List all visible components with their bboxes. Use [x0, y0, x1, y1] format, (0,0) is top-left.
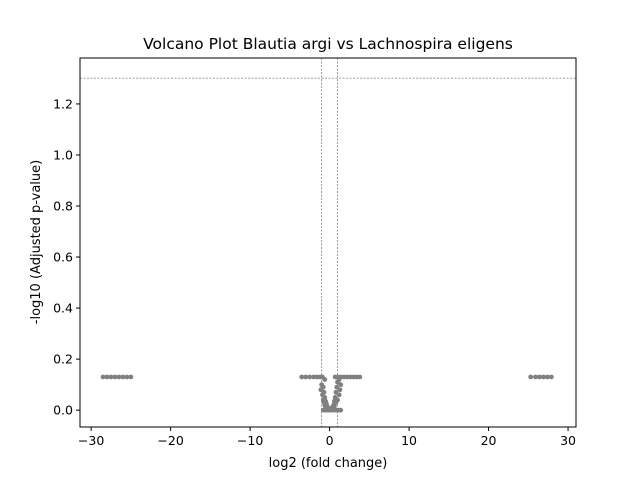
x-tick-label: −30 — [78, 433, 104, 448]
data-point — [299, 374, 305, 380]
data-point — [108, 374, 114, 380]
y-tick-label: 0.2 — [53, 352, 73, 367]
x-axis-ticks: −30 −20 −10 0 10 20 30 — [78, 427, 576, 448]
y-tick-label: 0.6 — [53, 250, 73, 265]
data-point — [357, 374, 363, 380]
data-point — [334, 384, 340, 390]
data-point — [338, 407, 344, 413]
data-point — [333, 389, 339, 395]
x-axis-label: log2 (fold change) — [269, 456, 388, 471]
x-tick-label: 10 — [401, 433, 417, 448]
data-point — [528, 374, 534, 380]
data-point — [120, 374, 126, 380]
data-point — [533, 374, 538, 380]
data-point — [537, 374, 542, 380]
y-tick-label: 0.0 — [53, 403, 73, 418]
y-axis-ticks: 0.0 0.2 0.4 0.6 0.8 1.0 1.2 — [53, 96, 80, 418]
plot-area — [80, 58, 576, 427]
data-point — [128, 374, 134, 380]
x-tick-label: 20 — [481, 433, 497, 448]
axes-frame — [79, 57, 577, 428]
data-point — [541, 374, 546, 380]
data-point — [332, 394, 338, 400]
data-point — [124, 374, 130, 380]
y-tick-label: 1.2 — [53, 96, 73, 111]
data-point — [544, 374, 550, 380]
data-point — [322, 377, 328, 382]
x-tick-label: −10 — [237, 433, 263, 448]
data-point — [100, 374, 106, 380]
data-point — [307, 374, 313, 380]
data-point — [116, 374, 122, 380]
data-point — [104, 374, 110, 380]
data-point — [303, 374, 309, 380]
chart-title: Volcano Plot Blautia argi vs Lachnospira… — [143, 35, 513, 53]
x-tick-label: 0 — [326, 433, 334, 448]
y-tick-label: 1.0 — [53, 147, 73, 162]
y-tick-label: 0.4 — [53, 301, 73, 316]
x-tick-label: 30 — [560, 433, 576, 448]
data-point — [112, 374, 118, 380]
y-axis-label: -log10 (Adjusted p-value) — [29, 160, 44, 324]
y-tick-label: 0.8 — [53, 199, 73, 214]
x-tick-label: −20 — [157, 433, 183, 448]
data-point — [548, 374, 554, 380]
